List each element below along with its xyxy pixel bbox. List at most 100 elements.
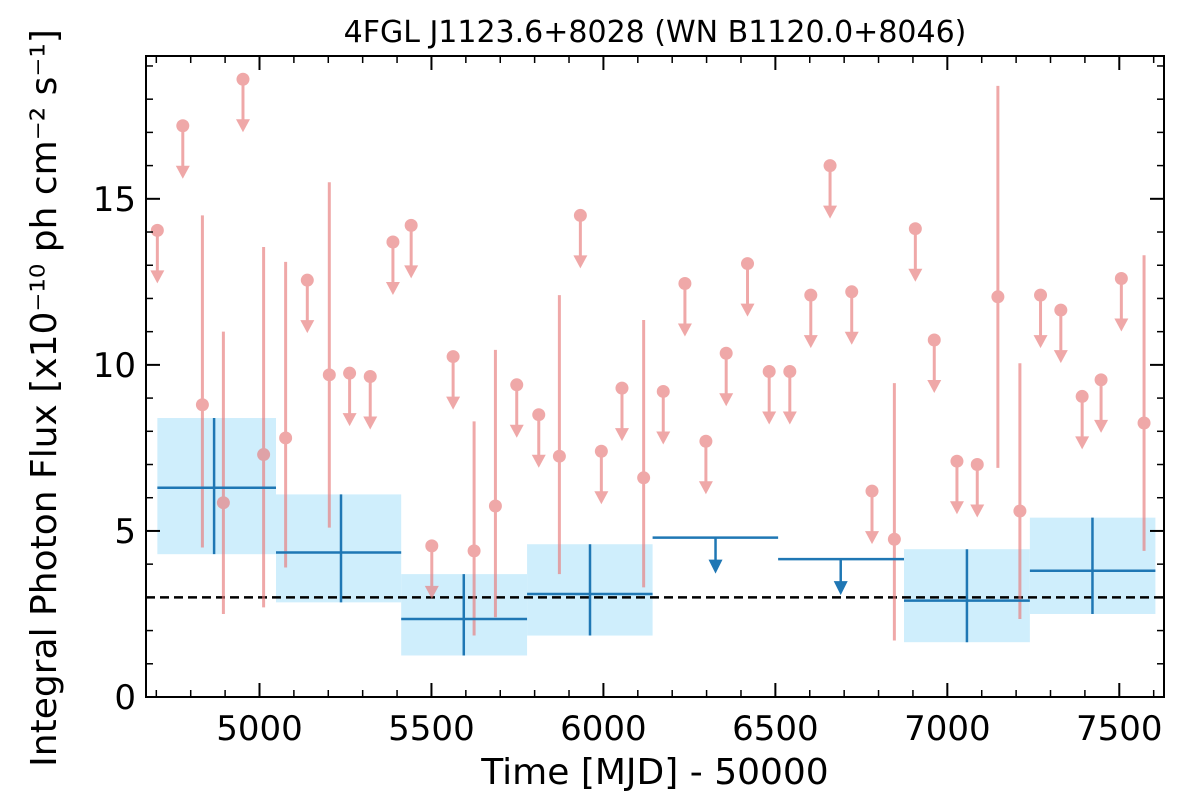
short-bin-detection-9: [887, 383, 901, 641]
short-bin-ul-arrow-21: [782, 411, 797, 425]
short-bin-upper-limit-26: [908, 222, 923, 282]
short-bin-ul-arrow-2: [235, 119, 250, 133]
short-bin-upper-limit-10: [509, 378, 524, 438]
short-bin-marker-9: [887, 532, 901, 546]
long-bin-detection-0: [157, 418, 277, 555]
long-bin-detection-4: [903, 549, 1030, 643]
short-bin-ul-arrow-24: [844, 331, 859, 345]
short-bin-ul-marker-32: [1075, 389, 1089, 403]
short-bin-ul-arrow-17: [698, 481, 713, 495]
short-bin-ul-arrow-29: [970, 504, 985, 518]
short-bin-ul-arrow-3: [300, 320, 315, 334]
y-tick-label-0: 0: [114, 678, 136, 718]
short-bin-ul-marker-20: [762, 365, 776, 379]
short-bin-detection-10: [991, 85, 1005, 468]
short-bin-ul-arrow-23: [823, 205, 838, 219]
short-bin-ul-marker-8: [425, 539, 439, 553]
long-bin-ul-arrow-1: [833, 581, 848, 596]
x-axis-label: Time [MJD] - 50000: [480, 752, 828, 793]
short-bin-upper-limit-32: [1075, 389, 1090, 450]
short-bin-ul-marker-19: [741, 257, 755, 271]
long-bin-detection-5: [1029, 517, 1156, 614]
short-bin-ul-marker-25: [865, 484, 879, 498]
short-bin-upper-limit-22: [803, 288, 818, 349]
axis-ticks: 5000 5500 6000 6500 7000 7500 0 5 10 15: [93, 56, 1164, 749]
long-bin-detection-1: [276, 494, 402, 603]
short-bin-upper-limit-20: [762, 365, 777, 425]
short-bin-marker-6: [488, 499, 502, 513]
short-bin-ul-arrow-11: [531, 454, 546, 468]
short-bin-upper-limit-0: [150, 223, 165, 284]
short-bin-marker-10: [991, 290, 1005, 304]
short-bin-ul-marker-26: [908, 222, 922, 236]
short-bin-upper-limit-24: [844, 285, 859, 345]
short-bin-marker-1: [216, 496, 230, 510]
short-bin-upper-limit-4: [342, 366, 357, 427]
short-bin-ul-arrow-30: [1033, 335, 1048, 349]
chart-title: 4FGL J1123.6+8028 (WN B1120.0+8046): [344, 15, 967, 50]
short-bin-upper-limit-9: [446, 350, 461, 410]
x-tick-label-4: 7000: [904, 709, 991, 749]
short-bin-ul-arrow-5: [363, 416, 378, 430]
long-bin-detection-3: [527, 544, 653, 636]
long-bin-detection-2: [401, 574, 528, 656]
short-bin-ul-arrow-16: [677, 323, 692, 337]
long-bin-band-0: [157, 418, 277, 555]
y-tick-label-2: 10: [93, 346, 136, 386]
short-bin-upper-limit-28: [949, 454, 964, 515]
short-bin-detection-12: [1137, 255, 1151, 551]
short-bin-detection-1: [216, 331, 230, 614]
short-bin-points: [150, 72, 1151, 641]
short-bin-upper-limit-11: [531, 408, 546, 468]
short-bin-upper-limit-3: [300, 273, 315, 334]
short-bin-upper-limit-16: [677, 277, 692, 337]
short-bin-ul-arrow-15: [656, 431, 671, 445]
short-bin-detection-11: [1013, 363, 1027, 619]
short-bin-marker-7: [552, 449, 566, 463]
short-bin-ul-marker-21: [783, 365, 797, 379]
short-bin-marker-11: [1013, 504, 1027, 518]
short-bin-marker-12: [1137, 416, 1151, 430]
short-bin-upper-limit-21: [782, 365, 797, 425]
short-bin-ul-arrow-8: [424, 585, 439, 599]
short-bin-marker-2: [257, 448, 271, 462]
short-bin-marker-3: [279, 431, 293, 445]
long-bin-ul-arrow-0: [708, 559, 723, 574]
short-bin-ul-arrow-0: [150, 270, 165, 284]
short-bin-ul-marker-6: [386, 235, 400, 249]
short-bin-marker-0: [195, 398, 209, 412]
short-bin-ul-marker-34: [1114, 272, 1128, 286]
short-bin-upper-limit-5: [363, 370, 378, 430]
short-bin-upper-limit-23: [823, 159, 838, 219]
short-bin-ul-arrow-18: [719, 393, 734, 407]
short-bin-ul-arrow-32: [1075, 436, 1090, 450]
short-bin-upper-limit-25: [865, 484, 880, 545]
short-bin-upper-limit-8: [424, 539, 439, 599]
short-bin-ul-arrow-34: [1114, 318, 1129, 332]
short-bin-ul-marker-4: [343, 366, 357, 380]
short-bin-detection-7: [552, 295, 566, 575]
short-bin-ul-marker-24: [845, 285, 859, 299]
long-bin-upper-limit-1: [778, 557, 904, 596]
short-bin-ul-marker-31: [1054, 303, 1068, 317]
short-bin-ul-marker-1: [176, 119, 190, 133]
short-bin-upper-limit-1: [175, 119, 190, 179]
y-axis-label: Integral Photon Flux [x10⁻¹⁰ ph cm⁻² s⁻¹…: [24, 29, 65, 767]
short-bin-ul-marker-29: [970, 458, 984, 472]
short-bin-ul-marker-2: [236, 72, 250, 86]
short-bin-ul-arrow-19: [740, 303, 755, 317]
short-bin-ul-marker-30: [1034, 288, 1048, 302]
short-bin-ul-arrow-10: [509, 424, 524, 438]
short-bin-ul-arrow-13: [594, 491, 609, 505]
short-bin-detection-4: [322, 182, 336, 528]
short-bin-ul-arrow-27: [927, 379, 942, 393]
short-bin-ul-arrow-33: [1094, 419, 1109, 433]
x-tick-label-2: 6000: [560, 709, 647, 749]
short-bin-ul-marker-22: [804, 288, 818, 302]
short-bin-ul-arrow-7: [404, 265, 419, 279]
plot-frame: [145, 55, 1165, 698]
short-bin-upper-limit-2: [235, 72, 250, 133]
short-bin-ul-marker-5: [363, 370, 377, 383]
short-bin-detection-0: [195, 215, 209, 548]
